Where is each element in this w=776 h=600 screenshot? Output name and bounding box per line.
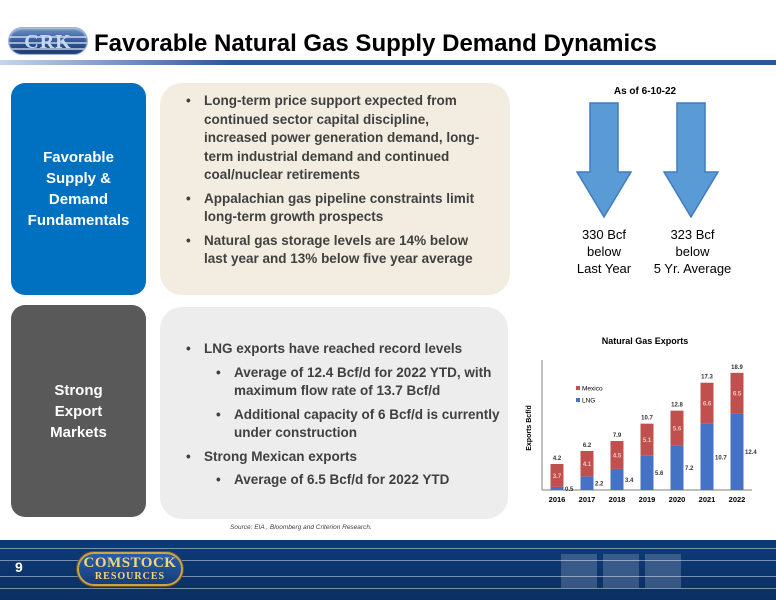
data-label-lng: 3.4 (625, 478, 634, 484)
export-bullet: Strong Mexican exports (186, 448, 506, 467)
logo-text: CRK (24, 31, 72, 53)
comstock-logo: COMSTOCK RESOURCES (77, 552, 183, 586)
data-label-mexico: 4.1 (583, 462, 592, 468)
data-label-mexico: 5.1 (643, 438, 652, 444)
data-label-lng: 0.5 (565, 487, 574, 493)
chart-title: Natural Gas Exports (601, 336, 689, 346)
data-label-mexico: 5.6 (673, 427, 682, 433)
bar-lng-2020 (670, 445, 684, 490)
storage-as-of-label: As of 6-10-22 (613, 86, 677, 97)
data-label-mexico: 6.5 (733, 391, 742, 397)
storage-vs-five-year: 323 Bcf below 5 Yr. Average (653, 227, 732, 276)
source-note: Source: EIA , Bloomberg and Criterion Re… (230, 524, 372, 531)
bar-lng-2022 (730, 413, 744, 490)
data-label-lng: 7.2 (685, 466, 694, 472)
data-label-total: 10.7 (641, 416, 653, 422)
data-label-lng: 2.2 (595, 482, 604, 488)
export-sub-bullet: Average of 12.4 Bcf/d for 2022 YTD, with… (216, 364, 506, 401)
x-tick-label: 2021 (699, 495, 716, 504)
page-number: 9 (15, 559, 23, 575)
data-label-total: 7.9 (613, 433, 622, 439)
legend-label-mexico: Mexico (582, 386, 603, 393)
footer: 9 COMSTOCK RESOURCES (0, 540, 776, 600)
header-divider (0, 60, 776, 65)
export-markets-label: Strong Export Markets (50, 381, 107, 441)
supply-demand-bullets: Long-term price support expected from co… (186, 92, 491, 274)
bar-mexico-2018 (610, 441, 624, 469)
x-tick-label: 2018 (609, 495, 626, 504)
header: CRK Favorable Natural Gas Supply Demand … (0, 0, 776, 66)
data-label-mexico: 3.7 (553, 474, 562, 480)
legend-swatch-mexico (576, 386, 580, 390)
natural-gas-exports-chart: Exports Bcf/d 3.7 0.5 4.2 2016 4.1 2.2 6.2 2017 4… (526, 360, 757, 504)
data-label-total: 12.8 (671, 403, 683, 409)
data-label-total: 17.3 (701, 375, 713, 381)
data-label-lng: 12.4 (745, 450, 757, 456)
bar-mexico-2021 (700, 382, 714, 424)
export-sub-bullet: Average of 6.5 Bcf/d for 2022 YTD (216, 471, 506, 490)
data-label-total: 6.2 (583, 443, 592, 449)
bar-mexico-2017 (580, 450, 594, 477)
bar-lng-2018 (610, 468, 624, 490)
export-markets-label-box: Strong Export Markets (11, 305, 146, 517)
legend-swatch-lng (576, 398, 580, 402)
export-bullet: LNG exports have reached record levels (186, 340, 506, 359)
data-label-total: 18.9 (731, 365, 743, 371)
x-tick-label: 2016 (549, 495, 566, 504)
down-arrow-shape (576, 102, 632, 218)
down-arrow-shape (663, 102, 719, 218)
y-axis-label: Exports Bcf/d (526, 405, 533, 451)
supply-bullet: Natural gas storage levels are 14% below… (186, 232, 491, 269)
x-tick-label: 2022 (729, 495, 746, 504)
bar-lng-2019 (640, 455, 654, 490)
x-tick-label: 2020 (669, 495, 686, 504)
export-markets-bullets: LNG exports have reached record levels A… (186, 340, 506, 495)
footer-watermark (561, 554, 681, 588)
legend-label-lng: LNG (582, 398, 595, 405)
bar-mexico-2020 (670, 410, 684, 446)
data-label-lng: 10.7 (715, 455, 727, 461)
supply-demand-label-box: Favorable Supply & Demand Fundamentals (11, 83, 146, 295)
x-tick-label: 2019 (639, 495, 656, 504)
supply-bullet: Long-term price support expected from co… (186, 92, 491, 185)
bar-mexico-2016 (550, 463, 564, 487)
export-sub-bullet: Additional capacity of 6 Bcf/d is curren… (216, 406, 506, 443)
down-arrow-icon (663, 102, 719, 218)
storage-vs-last-year: 330 Bcf below Last Year (576, 227, 632, 276)
data-label-mexico: 6.6 (703, 402, 712, 408)
bar-lng-2021 (700, 423, 714, 490)
bar-mexico-2019 (640, 423, 654, 456)
bar-lng-2017 (580, 476, 594, 490)
data-label-mexico: 4.5 (613, 453, 622, 459)
logo-line2: RESOURCES (94, 571, 166, 582)
data-label-total: 4.2 (553, 456, 562, 462)
down-arrow-icon (576, 102, 632, 218)
x-tick-label: 2017 (579, 495, 596, 504)
data-label-lng: 5.6 (655, 471, 664, 477)
company-logo: CRK (8, 27, 88, 55)
bar-mexico-2022 (730, 372, 744, 414)
logo-line1: COMSTOCK (83, 555, 177, 571)
supply-bullet: Appalachian gas pipeline constraints lim… (186, 190, 491, 227)
supply-demand-label: Favorable Supply & Demand Fundamentals (27, 149, 130, 229)
page-title: Favorable Natural Gas Supply Demand Dyna… (94, 30, 657, 57)
bar-lng-2016 (550, 486, 564, 490)
